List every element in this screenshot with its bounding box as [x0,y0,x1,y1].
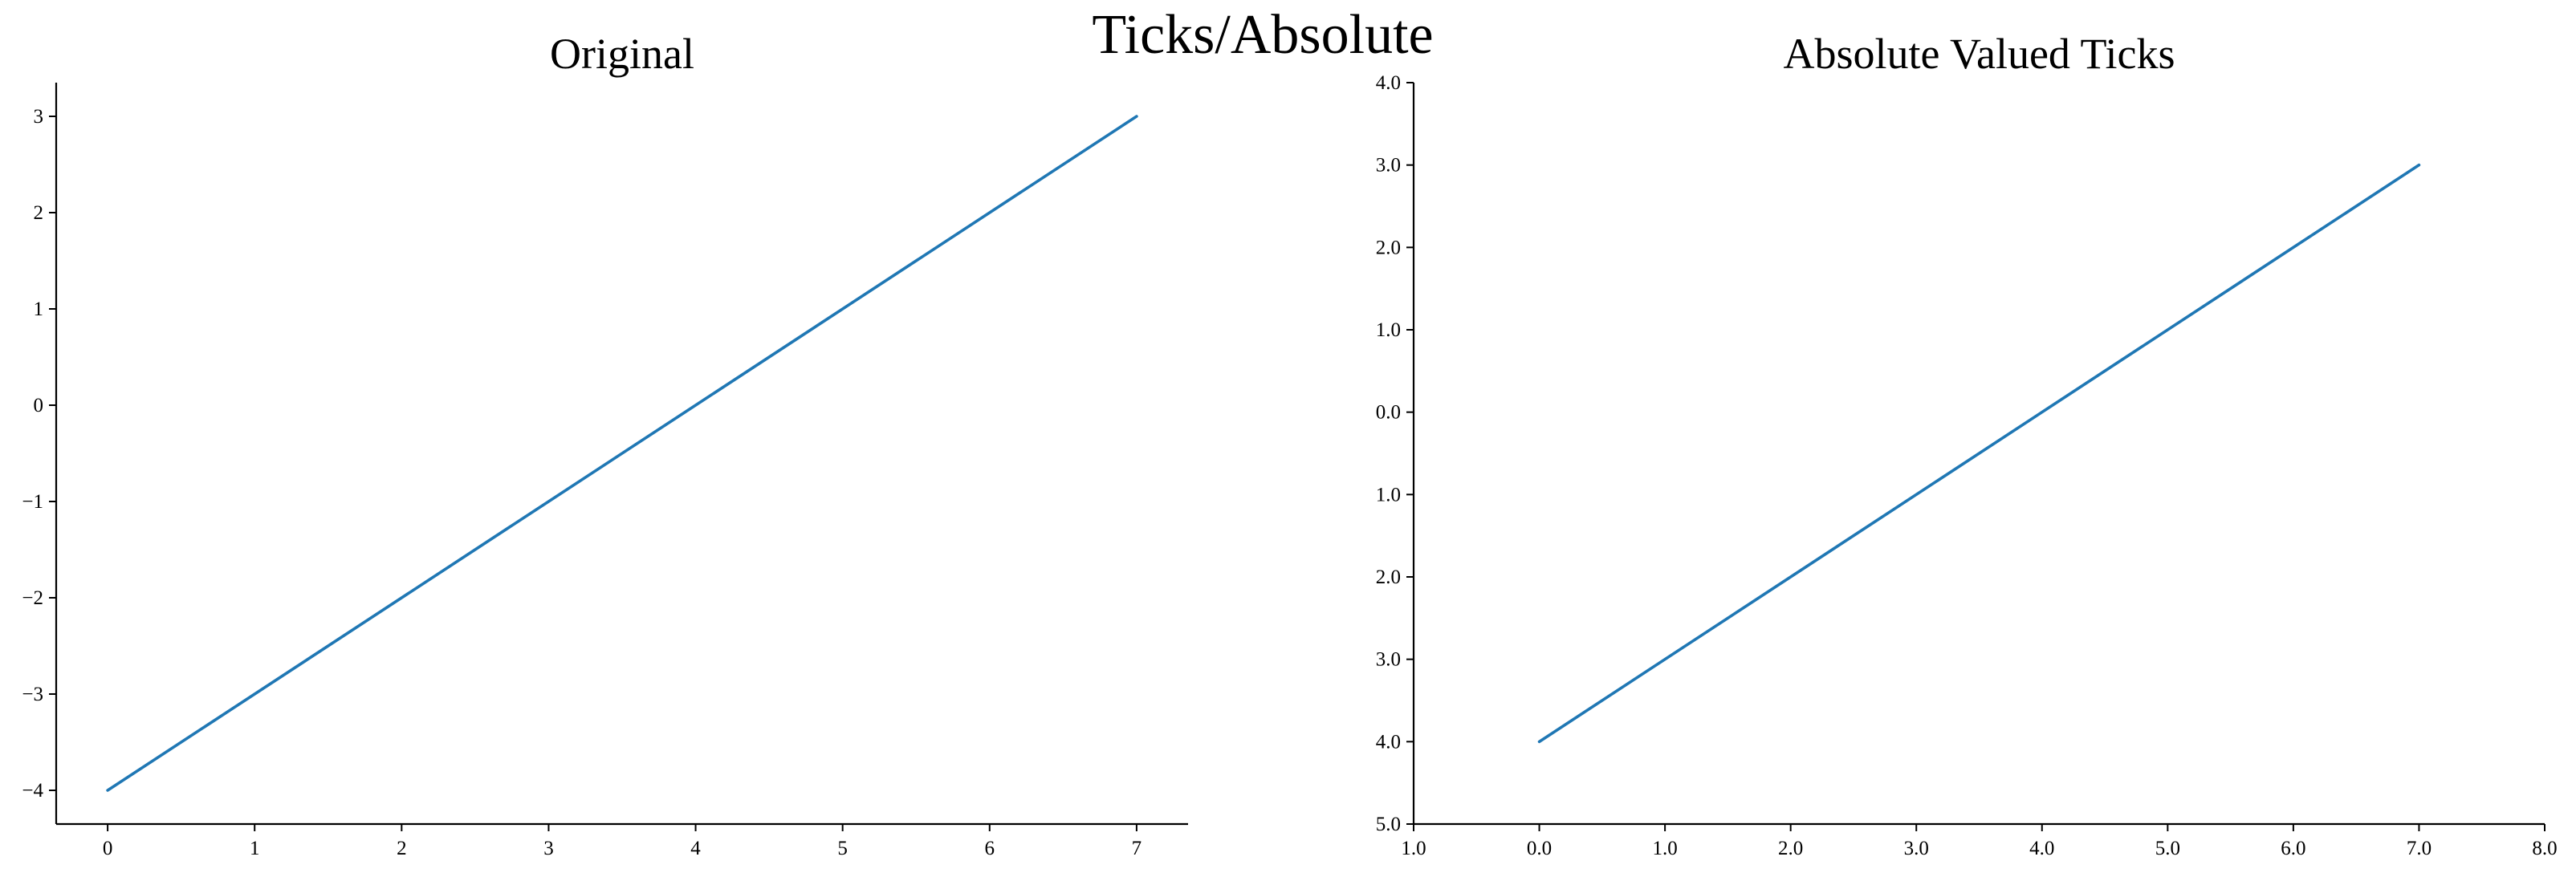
panel-absolute-valued-ticks: Absolute Valued Ticks 1.0 0.0 1.0 2.0 3.0 4.0 5… [1376,30,2558,859]
x-tick-label: 2 [397,838,407,859]
y-tick-label: 3.0 [1376,649,1401,671]
x-tick-label: 1.0 [1652,838,1677,859]
figure-suptitle: Ticks/Absolute [1092,4,1433,66]
x-tick-label: 4.0 [2029,838,2054,859]
y-tick-label: 5.0 [1376,814,1401,835]
y-tick-label: 1 [34,298,44,320]
y-tick-label: −1 [22,491,43,513]
y-tick-label: 4.0 [1376,72,1401,94]
y-tick-label: 2.0 [1376,237,1401,258]
x-tick-label: 6.0 [2281,838,2305,859]
series-line [1537,163,2421,744]
x-tick-label: 2.0 [1778,838,1803,859]
x-tick-label: 8.0 [2532,838,2557,859]
x-tick-label: 3.0 [1904,838,1929,859]
panel-original: Original 0 1 2 3 4 5 6 7 −4 −3 −2 −1 0 1 2 3 [22,30,1188,859]
x-tick-label: 5.0 [2155,838,2180,859]
panel-title: Absolute Valued Ticks [1783,30,2175,78]
y-tick-label: 0 [34,395,44,416]
y-tick-label: −2 [22,587,43,609]
x-tick-label: 1.0 [1401,838,1426,859]
y-tick-label: 2.0 [1376,566,1401,588]
y-tick-label: 0.0 [1376,402,1401,424]
y-tick-label: 3 [34,106,44,128]
y-tick-label: 1.0 [1376,319,1401,341]
series-line [106,115,1138,792]
x-tick-label: 3 [543,838,554,859]
y-tick-label: −4 [22,780,43,802]
y-tick-label: 1.0 [1376,484,1401,505]
y-tick-label: 3.0 [1376,155,1401,177]
x-tick-label: 4 [690,838,701,859]
x-tick-label: 7 [1132,838,1142,859]
x-tick-label: 1 [250,838,260,859]
y-tick-label: −3 [22,684,43,705]
x-tick-label: 5 [837,838,848,859]
x-tick-label: 6 [985,838,995,859]
panel-title: Original [550,30,694,78]
x-tick-label: 7.0 [2407,838,2432,859]
y-tick-label: 2 [34,202,44,224]
y-tick-label: 4.0 [1376,731,1401,753]
x-tick-label: 0 [103,838,113,859]
x-tick-label: 0.0 [1527,838,1552,859]
